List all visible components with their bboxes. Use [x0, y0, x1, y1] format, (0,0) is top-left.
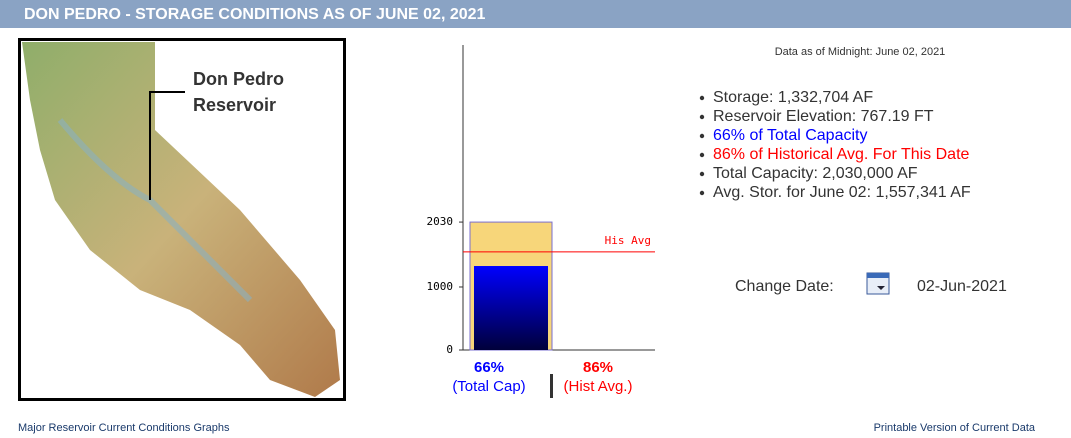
separator — [550, 374, 553, 398]
info-item: 86% of Historical Avg. For This Date — [713, 146, 970, 163]
info-item: Storage: 1,332,704 AF — [713, 89, 873, 106]
info-list: Storage: 1,332,704 AF Reservoir Elevation… — [699, 89, 971, 201]
map-pointer — [149, 91, 185, 200]
y-tick-label: 1000 — [427, 280, 454, 293]
bullet — [699, 133, 705, 139]
map-label: Don Pedro — [193, 69, 284, 89]
cap-pct: 66% — [474, 359, 504, 376]
calendar-icon[interactable] — [866, 272, 890, 295]
info-item: 66% of Total Capacity — [713, 127, 867, 144]
storage-bar — [474, 266, 548, 350]
change-date-value[interactable]: 02-Jun-2021 — [917, 278, 1007, 295]
bullet — [699, 95, 705, 101]
cap-caption: (Total Cap) — [452, 378, 525, 395]
change-date-label: Change Date: — [735, 278, 834, 295]
chart: 0 1000 2030 His Avg 66% (Total Cap) 86% (Hist A… — [427, 45, 655, 398]
avg-label: His Avg — [605, 234, 651, 247]
hist-caption: (Hist Avg.) — [564, 378, 633, 395]
y-tick-label: 0 — [446, 343, 453, 356]
bullet — [699, 114, 705, 120]
map-label: Reservoir — [193, 95, 276, 115]
as-of: Data as of Midnight: June 02, 2021 — [775, 46, 946, 58]
info-item: Avg. Stor. for June 02: 1,557,341 AF — [713, 184, 971, 201]
y-tick-label: 2030 — [427, 215, 454, 228]
footer-link[interactable]: Major Reservoir Current Conditions Graph… — [18, 422, 230, 434]
footer-link[interactable]: Printable Version of Current Data — [874, 422, 1036, 434]
bullet — [699, 152, 705, 158]
header-title: DON PEDRO - STORAGE CONDITIONS AS OF JUN… — [24, 6, 486, 23]
info-item: Total Capacity: 2,030,000 AF — [713, 165, 918, 182]
bullet — [699, 171, 705, 177]
header-bar — [0, 0, 1071, 28]
map-image — [22, 42, 340, 397]
info-item: Reservoir Elevation: 767.19 FT — [713, 108, 934, 125]
bullet — [699, 190, 705, 196]
hist-pct: 86% — [583, 359, 613, 376]
